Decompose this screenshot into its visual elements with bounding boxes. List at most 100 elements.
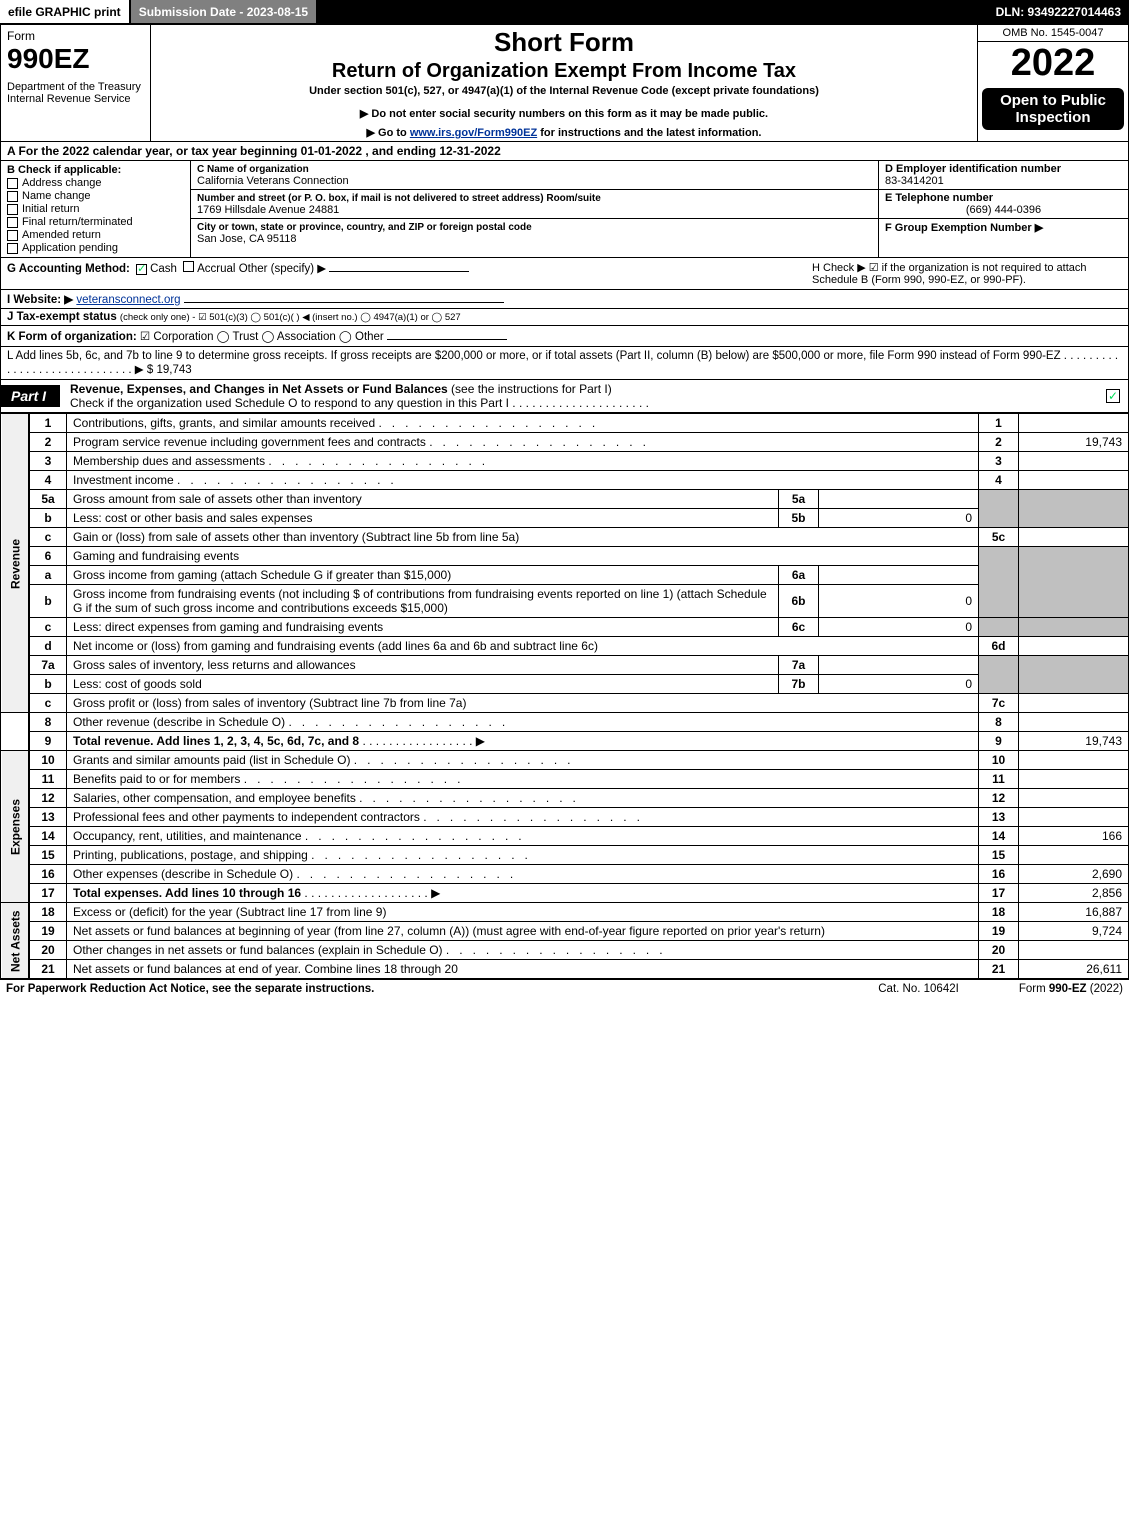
org-address: 1769 Hillsdale Avenue 24881 — [197, 204, 339, 216]
ln6c-txt: Less: direct expenses from gaming and fu… — [67, 618, 779, 637]
ln21-val: 26,611 — [1019, 960, 1129, 979]
title-return-of-org: Return of Organization Exempt From Incom… — [157, 60, 971, 83]
g-other-line — [329, 271, 469, 272]
irs-link[interactable]: www.irs.gov/Form990EZ — [410, 127, 537, 139]
ln3-val — [1019, 452, 1129, 471]
ln12-txt: Salaries, other compensation, and employ… — [67, 789, 979, 808]
ln19-num: 19 — [29, 922, 67, 941]
ln16-num: 16 — [29, 865, 67, 884]
website-link[interactable]: veteransconnect.org — [76, 294, 180, 306]
ln3-idx: 3 — [979, 452, 1019, 471]
lines-table: Revenue 1 Contributions, gifts, grants, … — [0, 413, 1129, 979]
ln6d-num: d — [29, 637, 67, 656]
footer-right-b: 990-EZ — [1049, 983, 1087, 995]
ln11-txt: Benefits paid to or for members — [67, 770, 979, 789]
b-label: B Check if applicable: — [7, 164, 184, 176]
b-opt-0: Address change — [22, 177, 102, 189]
ln7a-txt: Gross sales of inventory, less returns a… — [67, 656, 779, 675]
ln5b-txt: Less: cost or other basis and sales expe… — [67, 509, 779, 528]
org-city: San Jose, CA 95118 — [197, 233, 296, 245]
ln1-txt: Contributions, gifts, grants, and simila… — [67, 414, 979, 433]
tax-year: 2022 — [978, 42, 1128, 84]
title-short-form: Short Form — [157, 27, 971, 58]
ln16-val: 2,690 — [1019, 865, 1129, 884]
ln5b-sn: 5b — [779, 509, 819, 528]
ln4-num: 4 — [29, 471, 67, 490]
ln14-val: 166 — [1019, 827, 1129, 846]
ln17-val: 2,856 — [1019, 884, 1129, 903]
row-k: K Form of organization: ☑ Corporation ◯ … — [0, 326, 1129, 347]
j-label: J Tax-exempt status — [7, 311, 117, 323]
g-accrual: Accrual — [197, 263, 235, 275]
ln20-txt: Other changes in net assets or fund bala… — [67, 941, 979, 960]
chk-final-return[interactable] — [7, 217, 18, 228]
ln9-txt: Total revenue. Add lines 1, 2, 3, 4, 5c,… — [73, 734, 359, 748]
ln3-txt: Membership dues and assessments — [67, 452, 979, 471]
ln6abc-idx-shade — [979, 547, 1019, 618]
link-prefix: ▶ Go to — [367, 127, 410, 139]
ln6a-num: a — [29, 566, 67, 585]
part-i-header: Part I Revenue, Expenses, and Changes in… — [0, 380, 1129, 413]
ln14-num: 14 — [29, 827, 67, 846]
ln6abc-val-shade — [1019, 547, 1129, 618]
l-amount: 19,743 — [156, 364, 191, 376]
chk-cash[interactable] — [136, 264, 147, 275]
column-b: B Check if applicable: Address change Na… — [1, 161, 191, 257]
ln1-idx: 1 — [979, 414, 1019, 433]
footer-formno: Form 990-EZ (2022) — [1019, 983, 1123, 995]
footer-paperwork: For Paperwork Reduction Act Notice, see … — [6, 983, 374, 995]
chk-address-change[interactable] — [7, 178, 18, 189]
ln4-idx: 4 — [979, 471, 1019, 490]
ln7ab-val-shade — [1019, 656, 1129, 694]
ln19-idx: 19 — [979, 922, 1019, 941]
omb-number: OMB No. 1545-0047 — [978, 25, 1128, 42]
addr-label: Number and street (or P. O. box, if mail… — [197, 193, 601, 204]
ln6b-sv: 0 — [819, 585, 979, 618]
top-bar: efile GRAPHIC print Submission Date - 20… — [0, 0, 1129, 24]
chk-amended[interactable] — [7, 230, 18, 241]
form-word: Form — [7, 29, 144, 43]
ln6c-sv: 0 — [819, 618, 979, 637]
row-a-tax-year: A For the 2022 calendar year, or tax yea… — [0, 142, 1129, 161]
i-label: I Website: ▶ — [7, 294, 73, 306]
footer-catno: Cat. No. 10642I — [878, 983, 959, 995]
ln13-val — [1019, 808, 1129, 827]
chk-application-pending[interactable] — [7, 243, 18, 254]
ln7b-num: b — [29, 675, 67, 694]
e-label: E Telephone number — [885, 192, 993, 204]
ln9-num: 9 — [29, 732, 67, 751]
ln5b-sv: 0 — [819, 509, 979, 528]
part-i-title: Revenue, Expenses, and Changes in Net As… — [70, 382, 448, 396]
chk-initial-return[interactable] — [7, 204, 18, 215]
ln15-num: 15 — [29, 846, 67, 865]
page-footer: For Paperwork Reduction Act Notice, see … — [0, 979, 1129, 998]
ln7b-sn: 7b — [779, 675, 819, 694]
form-number: 990EZ — [7, 43, 144, 75]
g-cash: Cash — [150, 263, 177, 275]
ln7a-sv — [819, 656, 979, 675]
chk-name-change[interactable] — [7, 191, 18, 202]
ln15-txt: Printing, publications, postage, and shi… — [67, 846, 979, 865]
ln20-val — [1019, 941, 1129, 960]
ln13-txt: Professional fees and other payments to … — [67, 808, 979, 827]
b-opt-2: Initial return — [22, 203, 79, 215]
footer-right-c: (2022) — [1087, 983, 1123, 995]
k-rest: ☑ Corporation ◯ Trust ◯ Association ◯ Ot… — [140, 331, 384, 343]
ln5ab-idx-shade — [979, 490, 1019, 528]
ln5a-txt: Gross amount from sale of assets other t… — [67, 490, 779, 509]
ln6c-idx-shade — [979, 618, 1019, 637]
ln16-idx: 16 — [979, 865, 1019, 884]
part-i-tag: Part I — [1, 385, 60, 407]
ln7a-sn: 7a — [779, 656, 819, 675]
ln2-val: 19,743 — [1019, 433, 1129, 452]
footer-right-a: Form — [1019, 983, 1049, 995]
ln5a-num: 5a — [29, 490, 67, 509]
part-i-instr: (see the instructions for Part I) — [448, 382, 612, 396]
ln5ab-val-shade — [1019, 490, 1129, 528]
part-i-checkbox[interactable]: ✓ — [1106, 389, 1120, 403]
d-label: D Employer identification number — [885, 163, 1061, 175]
chk-accrual[interactable] — [183, 261, 194, 272]
ln20-num: 20 — [29, 941, 67, 960]
ln15-val — [1019, 846, 1129, 865]
ln3-num: 3 — [29, 452, 67, 471]
